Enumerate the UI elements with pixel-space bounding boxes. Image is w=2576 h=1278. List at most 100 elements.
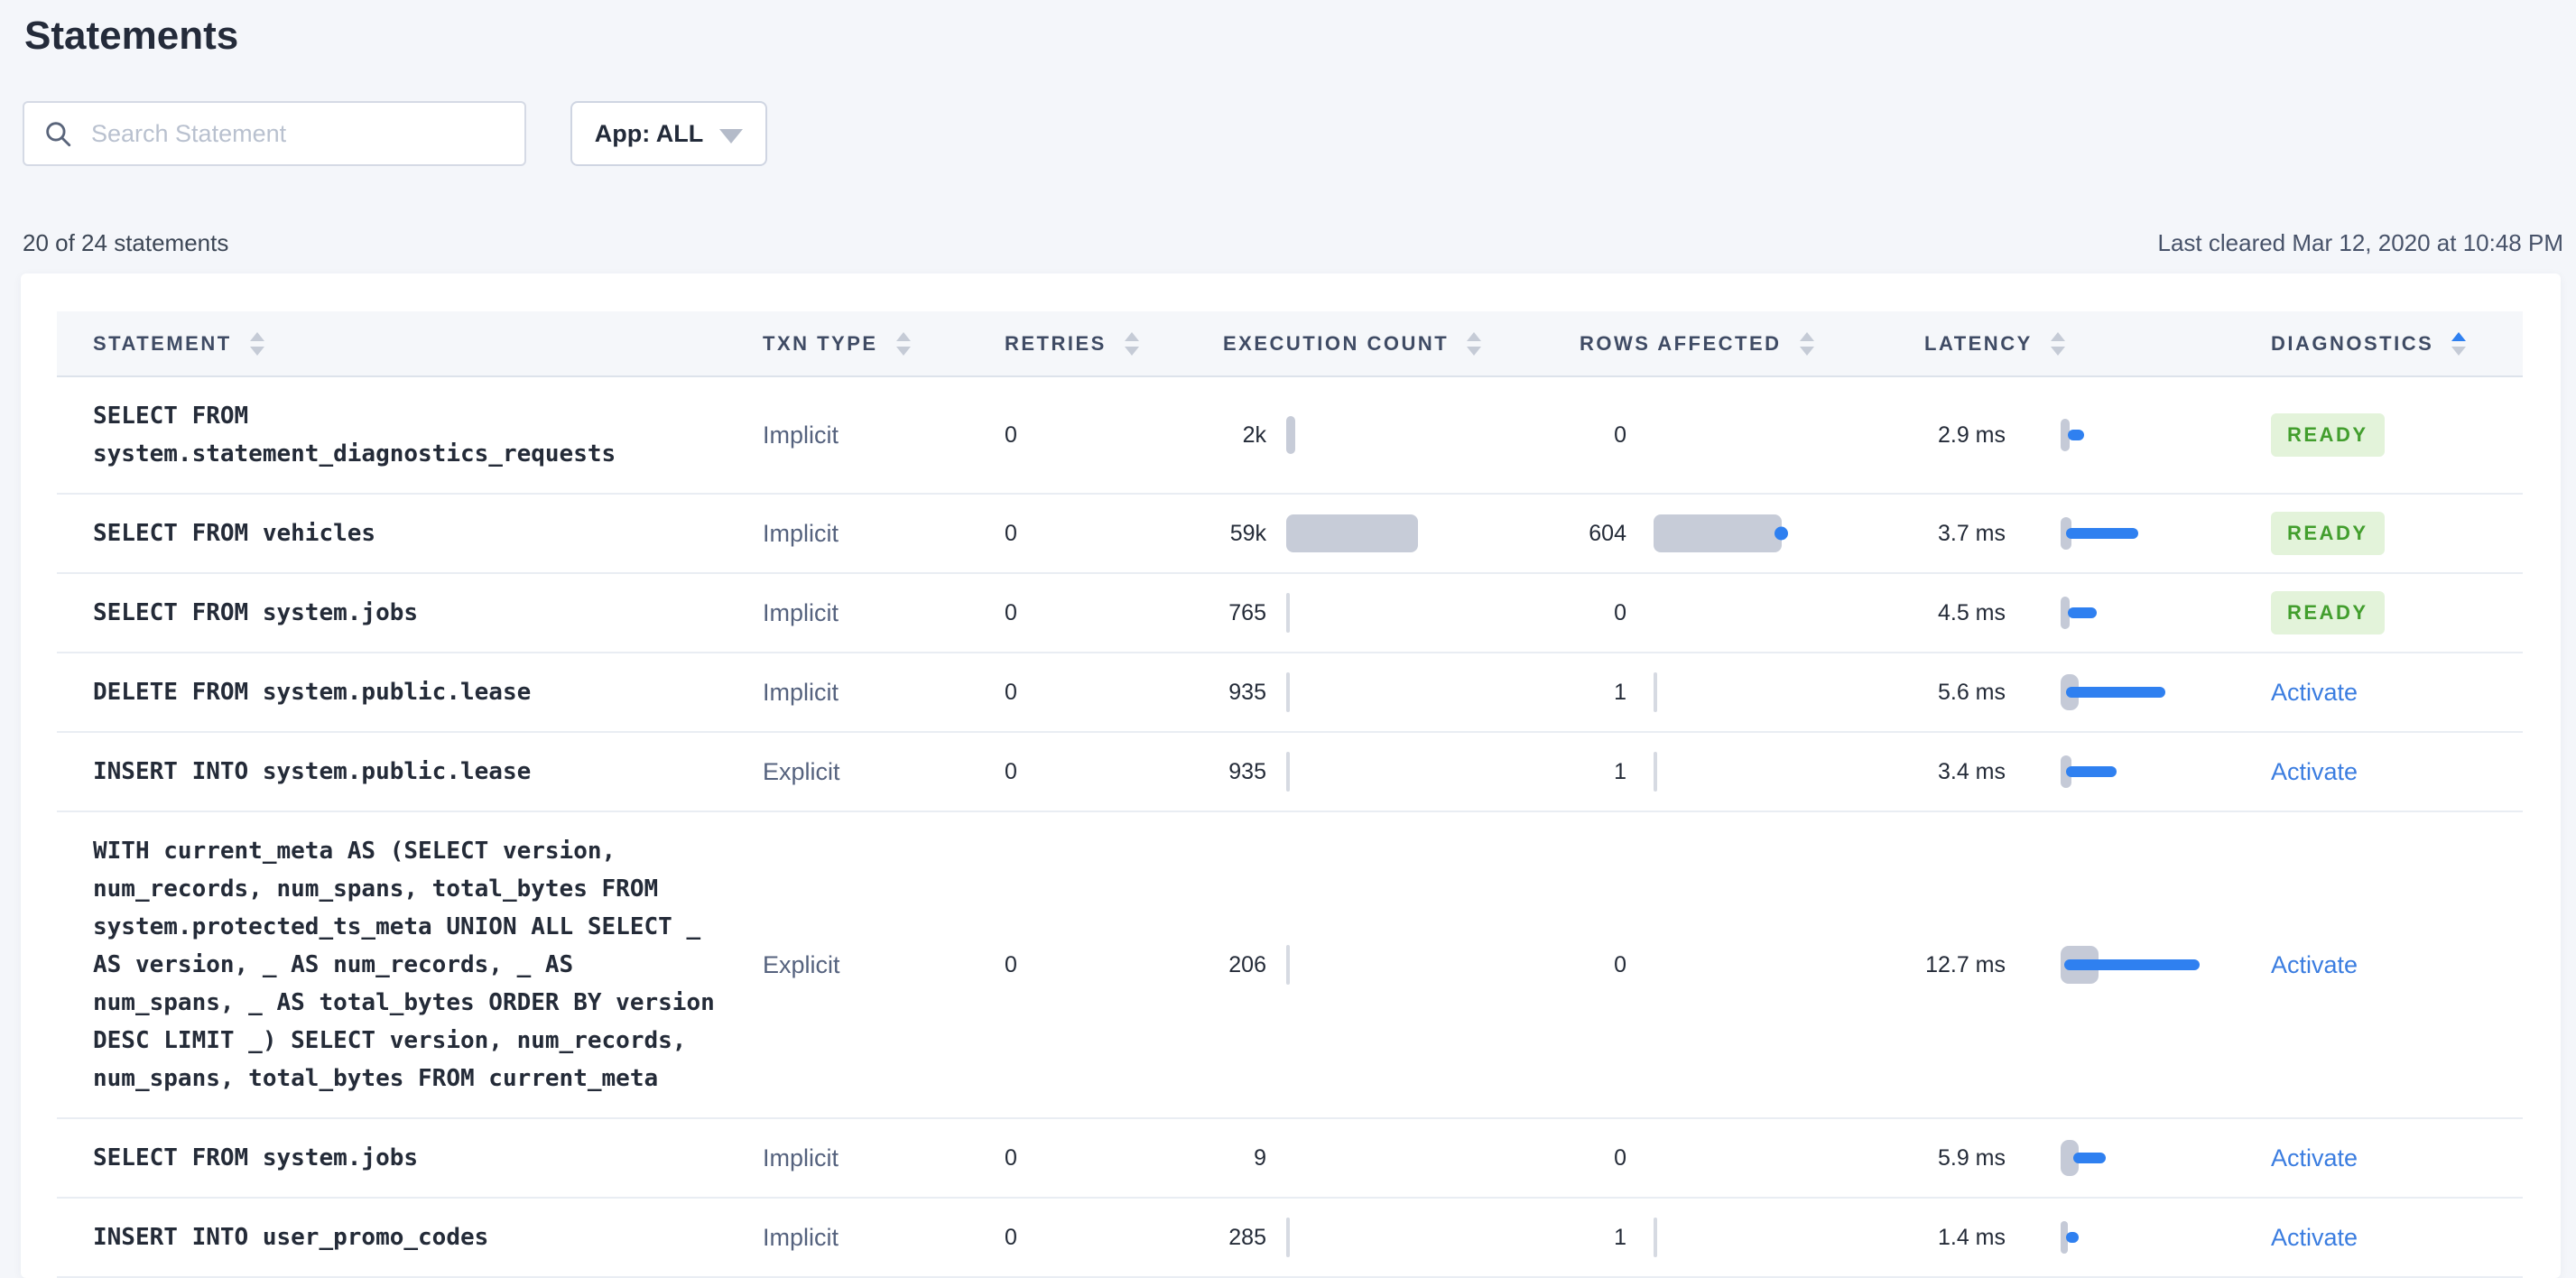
rows-affected-value: 0 bbox=[1614, 1144, 1626, 1171]
app-filter-dropdown[interactable]: App: ALL bbox=[570, 101, 767, 166]
diagnostics-ready-badge[interactable]: READY bbox=[2271, 413, 2385, 457]
txn-type-cell: Explicit bbox=[763, 950, 840, 978]
latency-bar bbox=[2061, 669, 2223, 716]
rows-affected-value: 1 bbox=[1614, 679, 1626, 705]
diagnostics-activate-link[interactable]: Activate bbox=[2271, 950, 2358, 978]
diagnostics-activate-link[interactable]: Activate bbox=[2271, 757, 2358, 785]
statement-link[interactable]: INSERT INTO system.public.lease bbox=[93, 758, 532, 785]
rows-affected-cell: 1 bbox=[1543, 670, 1888, 715]
column-header-label: TXN TYPE bbox=[763, 331, 878, 355]
rows-affected-value: 0 bbox=[1614, 421, 1626, 448]
column-header-txn-type[interactable]: TXN TYPE bbox=[727, 311, 968, 375]
column-header-label: LATENCY bbox=[1924, 331, 2033, 355]
retries-cell: 0 bbox=[1005, 599, 1017, 625]
sort-arrows-icon[interactable] bbox=[2451, 331, 2467, 356]
sort-arrows-icon[interactable] bbox=[1467, 331, 1482, 356]
sort-asc-icon[interactable] bbox=[2451, 331, 2467, 341]
rows-affected-cell: 0 bbox=[1543, 590, 1888, 635]
sort-desc-icon[interactable] bbox=[2050, 346, 2065, 356]
rows-affected-cell: 0 bbox=[1543, 1135, 1888, 1181]
column-header-latency[interactable]: LATENCY bbox=[1888, 311, 2230, 375]
execution-count-bar bbox=[1286, 590, 1290, 635]
sort-asc-icon[interactable] bbox=[249, 331, 264, 341]
diagnostics-ready-badge[interactable]: READY bbox=[2271, 512, 2385, 555]
sort-asc-icon[interactable] bbox=[1124, 331, 1139, 341]
table-row[interactable]: SELECT FROM system.jobs Implicit 0 9 0 5… bbox=[57, 1119, 2523, 1199]
execution-count-bar-fill bbox=[1286, 752, 1290, 792]
txn-type-cell: Implicit bbox=[763, 1223, 839, 1251]
diagnostics-cell: Activate bbox=[2230, 1144, 2521, 1172]
rows-affected-mean-dot-icon bbox=[1774, 526, 1788, 541]
sort-desc-icon[interactable] bbox=[1124, 346, 1139, 356]
column-header-label: STATEMENT bbox=[93, 331, 232, 355]
diagnostics-ready-badge[interactable]: READY bbox=[2271, 591, 2385, 634]
table-row[interactable]: INSERT INTO user_promo_codes Implicit 0 … bbox=[57, 1199, 2523, 1278]
statement-link[interactable]: INSERT INTO user_promo_codes bbox=[93, 1224, 489, 1251]
latency-bar bbox=[2061, 1214, 2223, 1261]
statement-link[interactable]: WITH current_meta AS (SELECT version, nu… bbox=[93, 838, 715, 1092]
rows-affected-value: 604 bbox=[1589, 520, 1626, 546]
column-header-statement[interactable]: STATEMENT bbox=[57, 311, 727, 375]
sort-asc-icon[interactable] bbox=[2050, 331, 2065, 341]
sort-arrows-icon[interactable] bbox=[249, 331, 264, 356]
statement-cell: INSERT INTO user_promo_codes bbox=[57, 1199, 727, 1276]
statement-link[interactable]: SELECT FROM system.jobs bbox=[93, 599, 419, 626]
sort-desc-icon[interactable] bbox=[249, 346, 264, 356]
statement-link[interactable]: SELECT FROM vehicles bbox=[93, 520, 376, 547]
retries-cell: 0 bbox=[1005, 1144, 1017, 1171]
diagnostics-cell: READY bbox=[2230, 413, 2521, 457]
latency-bar-fill bbox=[2073, 1153, 2106, 1163]
search-box[interactable] bbox=[23, 101, 526, 166]
statement-link[interactable]: SELECT FROM system.statement_diagnostics… bbox=[93, 403, 616, 468]
latency-cell: 1.4 ms bbox=[1888, 1214, 2230, 1261]
table-row[interactable]: INSERT INTO system.public.lease Explicit… bbox=[57, 733, 2523, 812]
table-row[interactable]: DELETE FROM system.public.lease Implicit… bbox=[57, 653, 2523, 733]
sort-arrows-icon[interactable] bbox=[895, 331, 911, 356]
sort-desc-icon[interactable] bbox=[2451, 346, 2467, 356]
table-header-row: STATEMENT TXN TYPE RETRIES EXECUTION COU… bbox=[57, 311, 2523, 377]
latency-range-block bbox=[2061, 419, 2070, 451]
search-input[interactable] bbox=[89, 118, 506, 149]
latency-cell: 2.9 ms bbox=[1888, 412, 2230, 458]
execution-count-value: 285 bbox=[1228, 1224, 1266, 1250]
diagnostics-activate-link[interactable]: Activate bbox=[2271, 1223, 2358, 1251]
sort-asc-icon[interactable] bbox=[1467, 331, 1482, 341]
diagnostics-activate-link[interactable]: Activate bbox=[2271, 678, 2358, 706]
column-header-label: DIAGNOSTICS bbox=[2271, 331, 2434, 355]
execution-count-bar-fill bbox=[1286, 514, 1418, 552]
diagnostics-activate-link[interactable]: Activate bbox=[2271, 1144, 2358, 1172]
column-header-retries[interactable]: RETRIES bbox=[968, 311, 1187, 375]
sort-asc-icon[interactable] bbox=[895, 331, 911, 341]
sort-arrows-icon[interactable] bbox=[1799, 331, 1814, 356]
statement-link[interactable]: SELECT FROM system.jobs bbox=[93, 1144, 419, 1172]
statement-cell: SELECT FROM system.jobs bbox=[57, 574, 727, 652]
sort-desc-icon[interactable] bbox=[1799, 346, 1814, 356]
table-row[interactable]: SELECT FROM system.statement_diagnostics… bbox=[57, 377, 2523, 495]
table-row[interactable]: WITH current_meta AS (SELECT version, nu… bbox=[57, 812, 2523, 1119]
latency-bar bbox=[2061, 1134, 2223, 1181]
sort-asc-icon[interactable] bbox=[1799, 331, 1814, 341]
retries-cell: 0 bbox=[1005, 520, 1017, 546]
table-row[interactable]: SELECT FROM system.jobs Implicit 0 765 0… bbox=[57, 574, 2523, 653]
execution-count-bar-fill bbox=[1286, 672, 1290, 712]
diagnostics-cell: Activate bbox=[2230, 758, 2521, 786]
app-filter-label: App: ALL bbox=[594, 119, 704, 147]
sort-arrows-icon[interactable] bbox=[2050, 331, 2065, 356]
rows-affected-value: 0 bbox=[1614, 599, 1626, 625]
execution-count-cell: 935 bbox=[1187, 749, 1543, 794]
summary-row: 20 of 24 statements Last cleared Mar 12,… bbox=[23, 229, 2563, 257]
sort-desc-icon[interactable] bbox=[1467, 346, 1482, 356]
statement-link[interactable]: DELETE FROM system.public.lease bbox=[93, 679, 532, 706]
execution-count-value: 765 bbox=[1228, 599, 1266, 625]
execution-count-bar bbox=[1286, 1215, 1290, 1260]
sort-desc-icon[interactable] bbox=[895, 346, 911, 356]
table-row[interactable]: SELECT FROM vehicles Implicit 0 59k 604 … bbox=[57, 495, 2523, 574]
latency-value: 2.9 ms bbox=[1937, 421, 2006, 448]
column-header-rows-affected[interactable]: ROWS AFFECTED bbox=[1543, 311, 1888, 375]
column-header-execution-count[interactable]: EXECUTION COUNT bbox=[1187, 311, 1543, 375]
sort-arrows-icon[interactable] bbox=[1124, 331, 1139, 356]
column-header-diagnostics[interactable]: DIAGNOSTICS bbox=[2230, 311, 2521, 375]
diagnostics-cell: Activate bbox=[2230, 1224, 2521, 1252]
statement-cell: INSERT INTO system.public.lease bbox=[57, 733, 727, 810]
